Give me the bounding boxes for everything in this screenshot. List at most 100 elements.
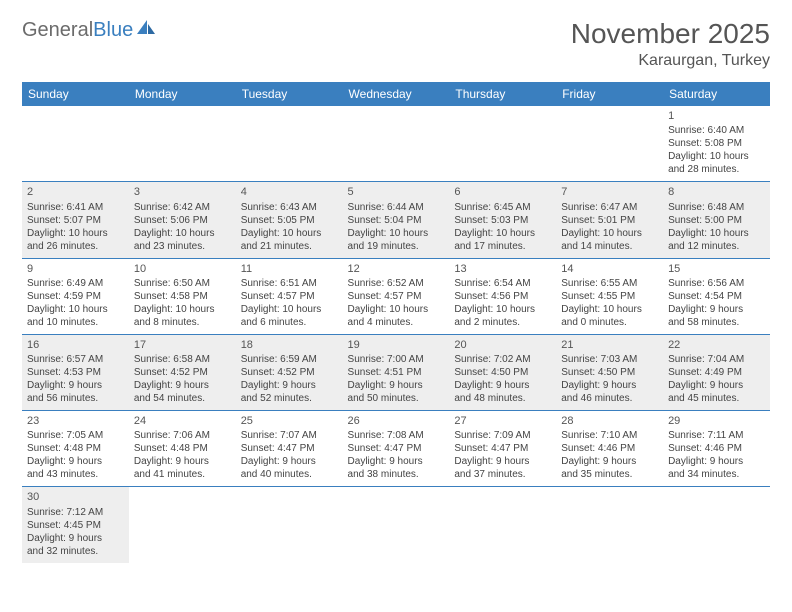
day-number: 12 [348,262,445,276]
info-line: Daylight: 10 hours [454,227,551,240]
info-line: and 4 minutes. [348,316,445,329]
info-line: Daylight: 9 hours [561,455,658,468]
info-line: Sunset: 4:51 PM [348,366,445,379]
info-line: Daylight: 10 hours [668,150,765,163]
empty-cell [236,106,343,182]
info-line: Daylight: 9 hours [241,379,338,392]
day-number: 15 [668,262,765,276]
info-line: Sunrise: 7:09 AM [454,429,551,442]
info-line: Sunrise: 6:55 AM [561,277,658,290]
day-cell: 16Sunrise: 6:57 AMSunset: 4:53 PMDayligh… [22,334,129,410]
info-line: Sunset: 4:57 PM [348,290,445,303]
info-line: and 0 minutes. [561,316,658,329]
day-cell: 30Sunrise: 7:12 AMSunset: 4:45 PMDayligh… [22,487,129,563]
day-number: 6 [454,185,551,199]
info-line: Sunset: 4:52 PM [241,366,338,379]
day-cell: 28Sunrise: 7:10 AMSunset: 4:46 PMDayligh… [556,411,663,487]
day-number: 21 [561,338,658,352]
info-line: and 19 minutes. [348,240,445,253]
week-row: 23Sunrise: 7:05 AMSunset: 4:48 PMDayligh… [22,411,770,487]
day-number: 14 [561,262,658,276]
day-number: 22 [668,338,765,352]
info-line: Daylight: 10 hours [454,303,551,316]
info-line: Daylight: 9 hours [27,532,124,545]
empty-cell [343,487,450,563]
day-number: 18 [241,338,338,352]
info-line: Sunrise: 7:07 AM [241,429,338,442]
info-line: Sunset: 4:45 PM [27,519,124,532]
info-line: Sunset: 4:47 PM [454,442,551,455]
info-line: Sunrise: 6:54 AM [454,277,551,290]
day-number: 17 [134,338,231,352]
week-row: 1Sunrise: 6:40 AMSunset: 5:08 PMDaylight… [22,106,770,182]
day-number: 11 [241,262,338,276]
info-line: and 28 minutes. [668,163,765,176]
info-line: Sunset: 5:03 PM [454,214,551,227]
info-line: Sunrise: 7:06 AM [134,429,231,442]
day-cell: 1Sunrise: 6:40 AMSunset: 5:08 PMDaylight… [663,106,770,182]
info-line: and 43 minutes. [27,468,124,481]
day-cell: 14Sunrise: 6:55 AMSunset: 4:55 PMDayligh… [556,258,663,334]
day-cell: 2Sunrise: 6:41 AMSunset: 5:07 PMDaylight… [22,182,129,258]
info-line: Sunrise: 7:00 AM [348,353,445,366]
empty-cell [129,106,236,182]
info-line: Sunrise: 6:56 AM [668,277,765,290]
day-cell: 23Sunrise: 7:05 AMSunset: 4:48 PMDayligh… [22,411,129,487]
info-line: Sunrise: 6:52 AM [348,277,445,290]
day-cell: 19Sunrise: 7:00 AMSunset: 4:51 PMDayligh… [343,334,450,410]
week-row: 16Sunrise: 6:57 AMSunset: 4:53 PMDayligh… [22,334,770,410]
day-number: 10 [134,262,231,276]
info-line: Sunset: 4:47 PM [241,442,338,455]
day-header: Saturday [663,82,770,106]
info-line: Sunset: 4:59 PM [27,290,124,303]
info-line: Sunrise: 7:05 AM [27,429,124,442]
empty-cell [556,487,663,563]
info-line: Sunset: 4:48 PM [134,442,231,455]
info-line: and 6 minutes. [241,316,338,329]
title-block: November 2025 Karaurgan, Turkey [571,18,770,70]
info-line: Daylight: 9 hours [134,379,231,392]
info-line: Sunrise: 6:50 AM [134,277,231,290]
day-header: Friday [556,82,663,106]
info-line: Sunset: 4:55 PM [561,290,658,303]
day-cell: 8Sunrise: 6:48 AMSunset: 5:00 PMDaylight… [663,182,770,258]
info-line: and 35 minutes. [561,468,658,481]
day-cell: 10Sunrise: 6:50 AMSunset: 4:58 PMDayligh… [129,258,236,334]
info-line: Sunrise: 6:59 AM [241,353,338,366]
info-line: Sunrise: 6:58 AM [134,353,231,366]
week-row: 2Sunrise: 6:41 AMSunset: 5:07 PMDaylight… [22,182,770,258]
info-line: and 17 minutes. [454,240,551,253]
info-line: Sunset: 5:06 PM [134,214,231,227]
info-line: Sunset: 4:46 PM [668,442,765,455]
info-line: and 40 minutes. [241,468,338,481]
info-line: Sunset: 5:07 PM [27,214,124,227]
info-line: and 32 minutes. [27,545,124,558]
info-line: Sunrise: 6:40 AM [668,124,765,137]
info-line: and 34 minutes. [668,468,765,481]
info-line: Daylight: 9 hours [27,455,124,468]
day-number: 16 [27,338,124,352]
day-number: 8 [668,185,765,199]
info-line: Sunset: 5:00 PM [668,214,765,227]
day-header: Wednesday [343,82,450,106]
info-line: and 45 minutes. [668,392,765,405]
empty-cell [556,106,663,182]
logo-text-1: General [22,19,93,42]
empty-cell [663,487,770,563]
info-line: Daylight: 9 hours [134,455,231,468]
info-line: Daylight: 10 hours [27,227,124,240]
calendar-table: SundayMondayTuesdayWednesdayThursdayFrid… [22,82,770,563]
info-line: and 48 minutes. [454,392,551,405]
day-header: Monday [129,82,236,106]
empty-cell [449,487,556,563]
info-line: Sunrise: 7:04 AM [668,353,765,366]
info-line: Daylight: 9 hours [668,455,765,468]
info-line: Daylight: 9 hours [348,379,445,392]
logo-text-2: Blue [93,19,133,42]
day-cell: 7Sunrise: 6:47 AMSunset: 5:01 PMDaylight… [556,182,663,258]
info-line: Sunset: 4:46 PM [561,442,658,455]
info-line: Daylight: 10 hours [668,227,765,240]
info-line: Sunset: 5:08 PM [668,137,765,150]
info-line: Sunset: 4:50 PM [454,366,551,379]
day-cell: 12Sunrise: 6:52 AMSunset: 4:57 PMDayligh… [343,258,450,334]
